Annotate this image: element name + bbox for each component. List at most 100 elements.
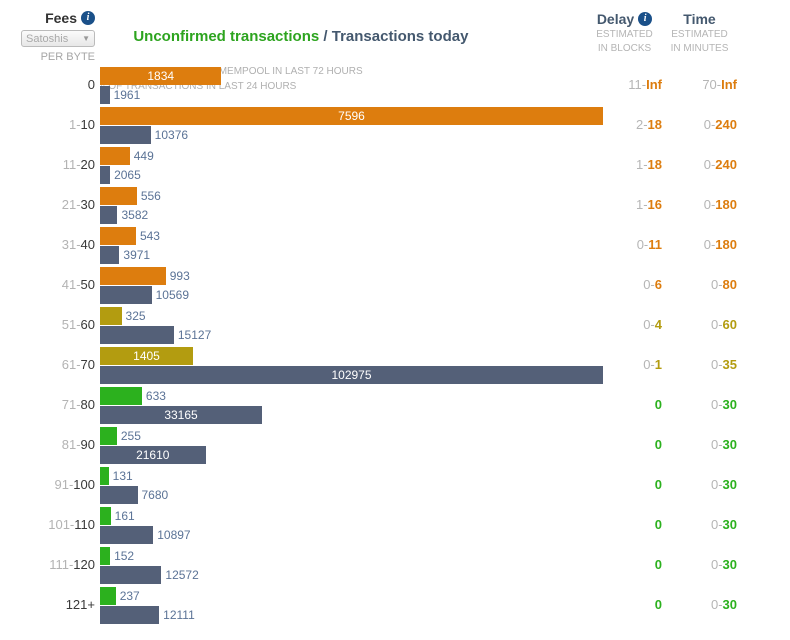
fees-title: Fees	[45, 10, 77, 26]
time-value-prefix: 0-	[710, 557, 723, 572]
delay-value: 11- Inf	[592, 66, 662, 103]
today-bar-line: 10376	[100, 125, 740, 144]
fee-range-prefix: 71-	[61, 397, 81, 412]
delay-value-prefix: 2-	[635, 117, 648, 132]
delay-value-main: 16	[647, 197, 662, 212]
today-bar-line: 21610	[100, 445, 740, 464]
today-value-inside: 102975	[331, 367, 372, 382]
time-value: 0- 35	[662, 346, 737, 383]
delay-value: 0	[592, 506, 662, 543]
today-bar	[100, 285, 152, 304]
fee-range-label: 81- 90	[0, 426, 95, 463]
mempool-bar	[100, 506, 111, 525]
delay-value: 0	[592, 426, 662, 463]
mempool-bar: 1834	[100, 66, 222, 85]
fees-info-icon[interactable]: i	[81, 11, 95, 25]
time-value-prefix: 70-	[702, 77, 722, 92]
time-value: 0- 80	[662, 266, 737, 303]
time-value: 0- 180	[662, 226, 737, 263]
time-value: 0- 30	[662, 586, 737, 623]
time-value-main: 240	[715, 117, 737, 132]
delay-value: 1- 16	[592, 186, 662, 223]
today-bar-line: 3971	[100, 245, 740, 264]
fee-range-prefix: 111-	[49, 557, 74, 572]
fee-row: 101- 110 161 10897 0 0- 30	[0, 506, 790, 546]
fee-range-label: 41- 50	[0, 266, 95, 303]
delay-value-main: 1	[654, 357, 662, 372]
today-bar-line: 12572	[100, 565, 740, 584]
mempool-bar	[100, 426, 117, 445]
delay-value: 0- 11	[592, 226, 662, 263]
today-bar-line: 3582	[100, 205, 740, 224]
fee-row: 11- 20 449 2065 1- 18 0- 240	[0, 146, 790, 186]
mempool-bar	[100, 266, 166, 285]
chart-rows: 0 1834 1961 11- Inf 70- Inf 1- 1	[0, 66, 790, 626]
today-bar: 21610	[100, 445, 206, 464]
mempool-bar: 7596	[100, 106, 603, 125]
mempool-value-outside: 543	[139, 228, 160, 243]
mempool-bar	[100, 306, 122, 325]
time-value-main: 30	[722, 397, 737, 412]
delay-value-main: 0	[654, 477, 662, 492]
delay-value-prefix: 1-	[635, 197, 648, 212]
fee-range-label: 51- 60	[0, 306, 95, 343]
mempool-value-outside: 633	[145, 388, 166, 403]
mempool-bar-line: 161	[100, 506, 740, 525]
time-subtitle-line2: IN MINUTES	[670, 43, 729, 54]
today-value-outside: 3971	[123, 247, 151, 262]
mempool-bar-line: 255	[100, 426, 740, 445]
fee-range-main: 40	[80, 237, 95, 252]
unit-select[interactable]: Satoshis ▼	[21, 30, 95, 47]
today-bar: 102975	[100, 365, 603, 384]
delay-column-header: Delay i ESTIMATED IN BLOCKS	[587, 11, 662, 55]
fee-row: 121+ 237 12111 0 0- 30	[0, 586, 790, 626]
today-value-outside: 3582	[121, 207, 149, 222]
today-bar	[100, 325, 174, 344]
mempool-bar	[100, 466, 109, 485]
delay-value-main: 0	[654, 517, 662, 532]
time-value-main: Inf	[721, 77, 737, 92]
fee-row: 71- 80 633 33165 0 0- 30	[0, 386, 790, 426]
mempool-bar-line: 449	[100, 146, 740, 165]
fee-range-prefix: 91-	[54, 477, 74, 492]
mempool-bar-line: 237	[100, 586, 740, 605]
time-value: 0- 30	[662, 426, 737, 463]
time-value-main: 30	[722, 597, 737, 612]
mempool-bar	[100, 386, 142, 405]
mempool-value-outside: 325	[125, 308, 146, 323]
today-bar-line: 2065	[100, 165, 740, 184]
delay-value: 0- 6	[592, 266, 662, 303]
delay-value-prefix: 11-	[628, 77, 647, 92]
fee-range-label: 0	[0, 66, 95, 103]
time-value-prefix: 0-	[703, 157, 716, 172]
time-value-main: 240	[715, 157, 737, 172]
today-bar-line: 10569	[100, 285, 740, 304]
fee-range-main: 10	[80, 117, 95, 132]
delay-subtitle-line1: ESTIMATED	[596, 29, 653, 40]
today-value-outside: 15127	[177, 327, 212, 342]
delay-value: 1- 18	[592, 146, 662, 183]
today-bar-line: 10897	[100, 525, 740, 544]
today-bar-line: 102975	[100, 365, 740, 384]
fee-range-prefix: 101-	[48, 517, 75, 532]
fee-range-label: 31- 40	[0, 226, 95, 263]
fee-row: 61- 70 1405 102975 0- 1 0- 35	[0, 346, 790, 386]
delay-value-prefix: 0-	[643, 277, 655, 292]
row-bars: 237 12111	[100, 586, 740, 624]
today-value-outside: 12572	[165, 567, 199, 582]
time-value-prefix: 0-	[710, 517, 723, 532]
mempool-bar	[100, 226, 136, 245]
time-value: 0- 60	[662, 306, 737, 343]
fee-range-main: 60	[80, 317, 95, 332]
row-bars: 325 15127	[100, 306, 740, 344]
delay-value: 0	[592, 466, 662, 503]
row-bars: 556 3582	[100, 186, 740, 224]
fee-range-label: 101- 110	[0, 506, 95, 543]
today-bar	[100, 205, 118, 224]
today-value-inside: 21610	[136, 447, 170, 462]
time-value-prefix: 0-	[703, 117, 716, 132]
delay-info-icon[interactable]: i	[638, 12, 653, 26]
delay-value: 0- 4	[592, 306, 662, 343]
time-value-prefix: 0-	[710, 437, 723, 452]
time-value-main: 180	[715, 237, 737, 252]
